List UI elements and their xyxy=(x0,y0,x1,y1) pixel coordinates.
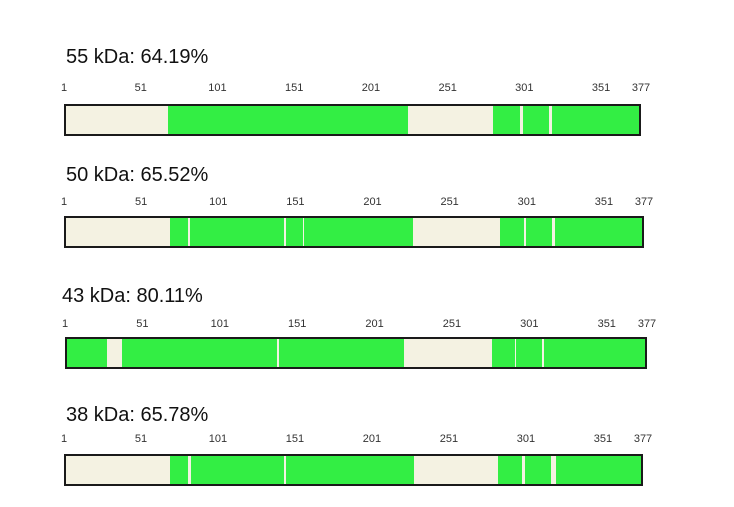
covered-segment xyxy=(122,339,278,367)
covered-segment xyxy=(301,106,408,134)
tick-label: 251 xyxy=(438,82,457,94)
covered-segment xyxy=(278,339,405,367)
tick-label: 1 xyxy=(60,433,68,445)
tick-label: 151 xyxy=(286,196,305,208)
tick-label: 301 xyxy=(515,82,534,94)
covered-segment xyxy=(516,339,543,367)
covered-segment xyxy=(543,339,645,367)
tick-label: 51 xyxy=(134,433,148,445)
covered-segment xyxy=(499,218,525,246)
tick-label: 201 xyxy=(363,196,382,208)
tick-label: 251 xyxy=(439,433,459,445)
covered-segment xyxy=(525,218,552,246)
coverage-bar xyxy=(64,454,643,486)
covered-segment xyxy=(285,456,414,484)
covered-segment xyxy=(167,106,188,134)
panel-title: 50 kDa: 65.52% xyxy=(66,164,209,186)
tick-label: 101 xyxy=(210,318,229,330)
covered-segment xyxy=(304,218,413,246)
tick-label: 1 xyxy=(60,82,68,94)
tick-label: 351 xyxy=(591,82,611,94)
tick-label: 351 xyxy=(593,433,613,445)
tick-label: 1 xyxy=(60,196,68,208)
covered-segment xyxy=(169,456,188,484)
tick-label: 151 xyxy=(284,82,304,94)
covered-segment xyxy=(555,456,641,484)
tick-label: 377 xyxy=(637,318,657,330)
covered-segment xyxy=(525,456,551,484)
tick-label: 251 xyxy=(440,196,459,208)
tick-label: 101 xyxy=(208,82,227,94)
tick-label: 301 xyxy=(520,318,539,330)
covered-segment xyxy=(554,218,642,246)
covered-segment xyxy=(286,218,303,246)
tick-label: 377 xyxy=(634,196,654,208)
coverage-bar xyxy=(64,216,644,248)
coverage-bar xyxy=(64,104,641,136)
tick-label: 301 xyxy=(516,433,536,445)
tick-label: 301 xyxy=(517,196,536,208)
tick-label: 351 xyxy=(597,318,616,330)
tick-label: 251 xyxy=(442,318,462,330)
tick-label: 377 xyxy=(633,433,653,445)
covered-segment xyxy=(169,218,189,246)
tick-label: 377 xyxy=(631,82,651,94)
tick-label: 201 xyxy=(361,82,381,94)
covered-segment xyxy=(523,106,550,134)
tick-label: 101 xyxy=(209,196,228,208)
tick-label: 51 xyxy=(136,318,149,330)
covered-segment xyxy=(191,456,285,484)
covered-segment xyxy=(67,339,107,367)
covered-segment xyxy=(497,456,523,484)
tick-label: 51 xyxy=(135,196,148,208)
covered-segment xyxy=(189,218,285,246)
covered-segment xyxy=(493,106,521,134)
covered-segment xyxy=(281,106,302,134)
coverage-bar xyxy=(65,337,647,369)
tick-label: 51 xyxy=(134,82,147,94)
panel-title: 55 kDa: 64.19% xyxy=(66,46,209,68)
tick-label: 201 xyxy=(362,433,382,445)
panel-title: 38 kDa: 65.78% xyxy=(66,404,209,426)
panel-title: 43 kDa: 80.11% xyxy=(62,285,203,307)
covered-segment xyxy=(552,106,639,134)
tick-label: 201 xyxy=(365,318,384,330)
covered-segment xyxy=(187,106,282,134)
tick-label: 151 xyxy=(287,318,307,330)
tick-label: 1 xyxy=(61,318,69,330)
tick-label: 151 xyxy=(285,433,305,445)
tick-label: 101 xyxy=(208,433,228,445)
covered-segment xyxy=(491,339,515,367)
tick-label: 351 xyxy=(594,196,614,208)
